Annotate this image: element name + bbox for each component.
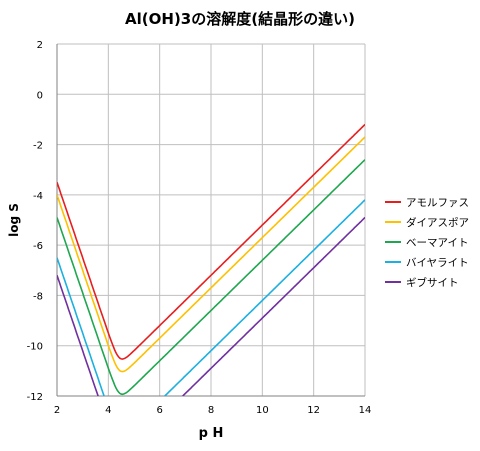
legend-label: ギブサイト bbox=[406, 276, 459, 289]
legend-label: バイヤライト bbox=[406, 256, 469, 269]
legend-item: ギブサイト bbox=[385, 272, 469, 292]
y-tick-label: -6 bbox=[33, 241, 43, 252]
x-tick-label: 8 bbox=[208, 405, 214, 416]
y-axis-label: log S bbox=[7, 203, 21, 237]
legend-label: ベーマアイト bbox=[406, 236, 469, 249]
legend-label: アモルファス bbox=[406, 196, 469, 209]
x-tick-label: 12 bbox=[307, 405, 320, 416]
legend-item: ベーマアイト bbox=[385, 232, 469, 252]
y-tick-label: -10 bbox=[27, 342, 43, 353]
y-tick-label: -2 bbox=[33, 141, 43, 152]
series-line-1 bbox=[57, 123, 365, 360]
legend-swatch bbox=[385, 201, 401, 203]
legend-item: バイヤライト bbox=[385, 252, 469, 272]
legend: アモルファス ダイアスポア ベーマアイト バイヤライト ギブサイト bbox=[385, 192, 469, 292]
series-line-2 bbox=[57, 136, 365, 373]
x-tick-label: 14 bbox=[359, 405, 372, 416]
x-tick-label: 6 bbox=[156, 405, 162, 416]
chart-title: Al(OH)3の溶解度(結晶形の違い) bbox=[125, 10, 355, 28]
legend-swatch bbox=[385, 241, 401, 243]
series-line-4 bbox=[57, 199, 365, 396]
legend-swatch bbox=[385, 281, 401, 283]
legend-item: アモルファス bbox=[385, 192, 469, 212]
legend-label: ダイアスポア bbox=[406, 216, 469, 229]
y-tick-label: -4 bbox=[33, 191, 43, 202]
x-tick-label: 10 bbox=[256, 405, 269, 416]
x-axis-label: p H bbox=[199, 426, 224, 441]
legend-item: ダイアスポア bbox=[385, 212, 469, 232]
y-tick-label: 2 bbox=[37, 40, 43, 51]
legend-swatch bbox=[385, 261, 401, 263]
series-line-3 bbox=[57, 159, 365, 396]
series-line-5 bbox=[57, 216, 365, 396]
legend-swatch bbox=[385, 221, 401, 223]
y-tick-label: -8 bbox=[33, 291, 43, 302]
y-tick-label: 0 bbox=[37, 90, 43, 101]
x-tick-label: 4 bbox=[105, 405, 111, 416]
y-tick-label: -12 bbox=[27, 392, 43, 403]
x-tick-label: 2 bbox=[54, 405, 60, 416]
